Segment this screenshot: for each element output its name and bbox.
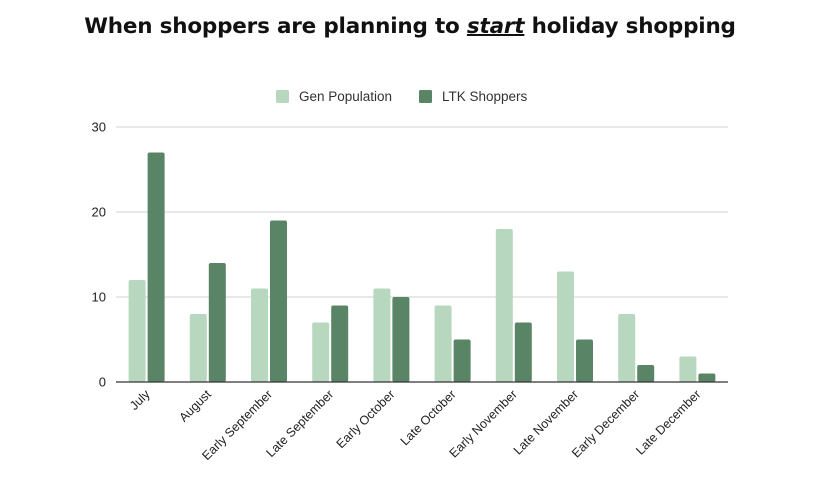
bar (312, 322, 330, 382)
bar (698, 373, 716, 382)
bar (637, 365, 655, 382)
bar (189, 314, 207, 382)
legend-label: LTK Shoppers (442, 89, 528, 104)
bar (618, 314, 636, 382)
x-tick-label: Late December (633, 387, 703, 457)
bar (373, 288, 391, 382)
x-tick-label: August (176, 387, 214, 425)
bar (576, 339, 593, 382)
x-tick-label: Early December (569, 387, 642, 460)
bar (128, 280, 146, 382)
y-tick-label: 0 (99, 375, 106, 390)
x-tick-label: Early October (334, 387, 398, 451)
chart-title-pre: When shoppers are planning to (84, 14, 467, 39)
chart-title-post: holiday shopping (524, 14, 736, 39)
legend-label: Gen Population (299, 89, 392, 104)
bar (434, 305, 452, 382)
x-tick-label: Late October (398, 387, 459, 448)
bar (679, 356, 697, 382)
bar (557, 271, 574, 382)
chart-title-emphasis: start (466, 14, 525, 39)
x-tick-label: July (127, 387, 153, 413)
y-tick-label: 30 (92, 120, 106, 135)
bar (495, 229, 513, 382)
bar (147, 152, 165, 382)
chart-panel (58, 66, 760, 486)
y-tick-label: 10 (92, 290, 106, 305)
chart-title: When shoppers are planning to start holi… (0, 14, 820, 39)
y-tick-label: 20 (92, 205, 106, 220)
bar (514, 322, 532, 382)
legend-swatch (276, 90, 289, 103)
bar (453, 339, 471, 382)
bar (331, 305, 349, 382)
x-tick-label: Late September (264, 387, 337, 460)
legend-swatch (419, 90, 432, 103)
x-tick-label: Early November (447, 387, 520, 460)
bar (208, 263, 226, 382)
bar (251, 288, 268, 382)
bar (270, 220, 287, 382)
x-tick-label: Late November (511, 387, 581, 457)
bar (392, 297, 410, 382)
